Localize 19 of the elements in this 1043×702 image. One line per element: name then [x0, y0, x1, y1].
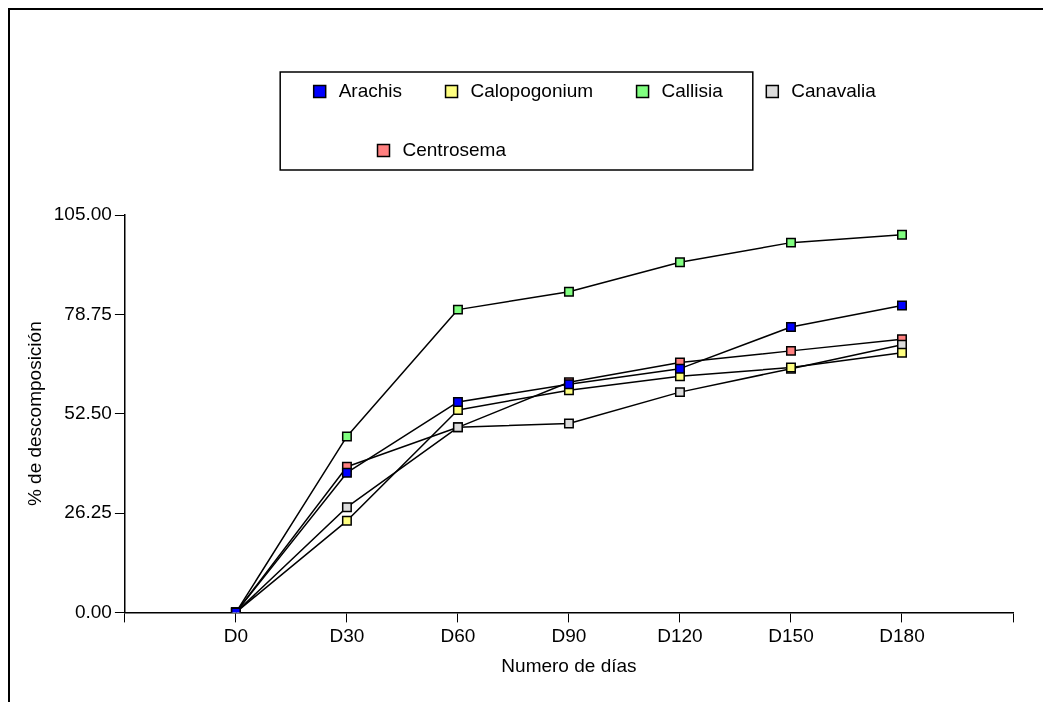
- y-tick-label: 52.50: [64, 401, 112, 423]
- legend-label: Centrosema: [402, 138, 507, 160]
- x-tick-label: D120: [657, 625, 703, 647]
- x-axis-title: Numero de días: [501, 654, 637, 676]
- x-tick-label: D90: [551, 625, 587, 647]
- y-tick-label: 26.25: [64, 501, 112, 523]
- x-tick-label: D60: [440, 625, 476, 647]
- x-tick-label: D150: [768, 625, 814, 647]
- legend-label: Arachis: [338, 79, 403, 101]
- legend-label: Callisia: [661, 79, 724, 101]
- x-tick-label: D0: [223, 625, 249, 647]
- y-tick-label: 78.75: [64, 302, 112, 324]
- legend-label: Calopogonium: [470, 79, 594, 101]
- y-axis-title: % de descomposición: [23, 321, 45, 507]
- y-tick-label: 105.00: [53, 203, 112, 225]
- x-tick-label: D30: [329, 625, 365, 647]
- legend-label: Canavalia: [791, 79, 877, 101]
- y-tick-label: 0.00: [74, 600, 112, 622]
- x-tick-label: D180: [879, 625, 925, 647]
